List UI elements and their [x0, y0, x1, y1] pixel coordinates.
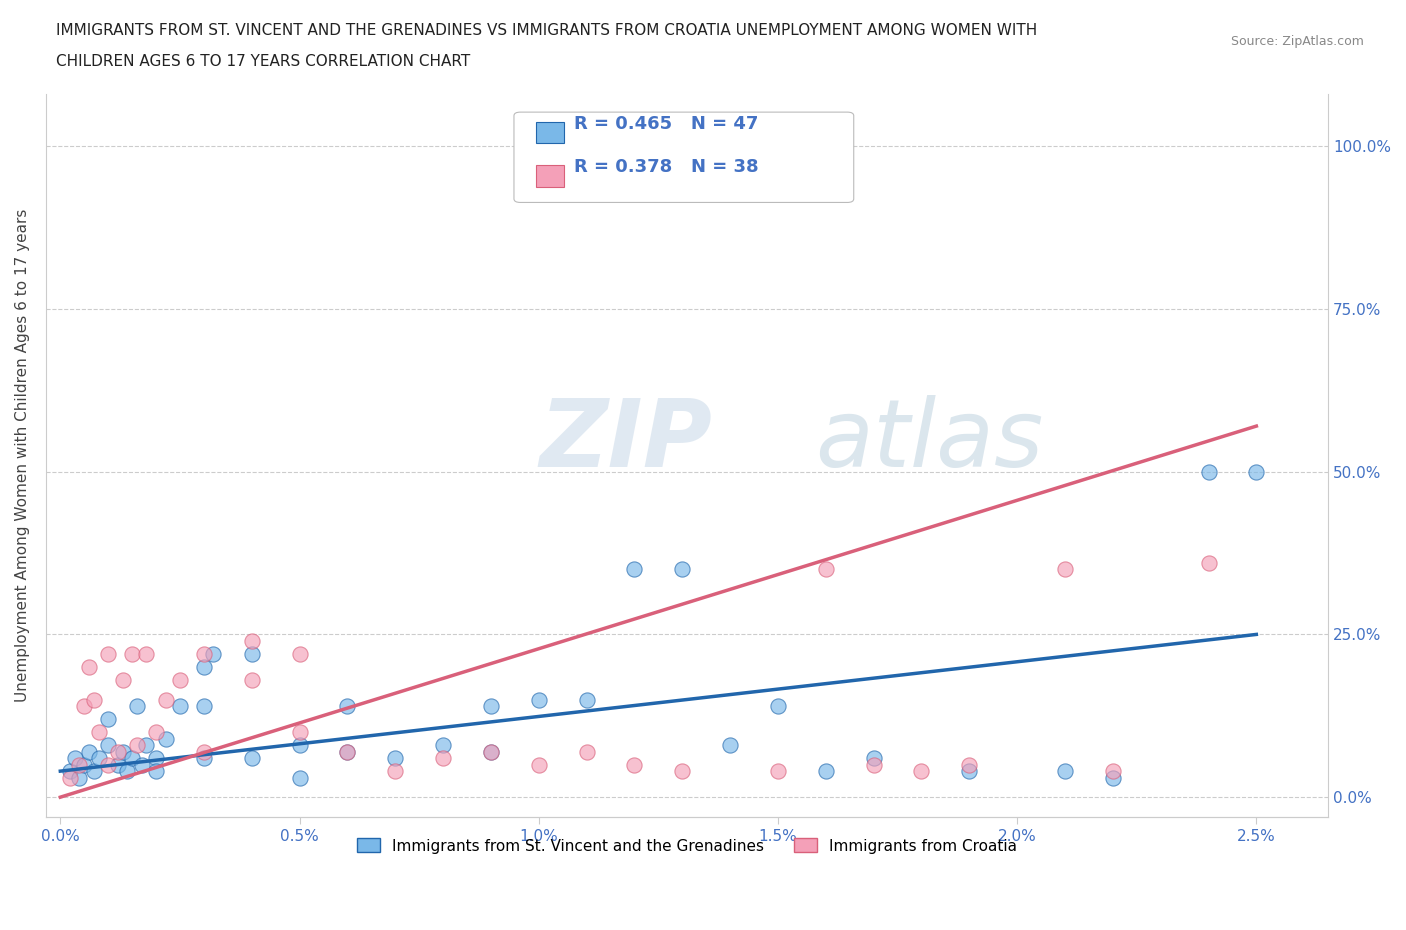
Point — [117, 764, 139, 778]
Point — [77, 744, 100, 759]
Point — [145, 751, 167, 765]
Point — [111, 672, 134, 687]
Point — [59, 764, 82, 778]
Point — [83, 692, 105, 707]
Point — [193, 744, 215, 759]
Point — [121, 751, 143, 765]
Point — [1053, 562, 1076, 577]
Point — [63, 751, 86, 765]
Point — [766, 764, 789, 778]
Point — [193, 646, 215, 661]
Point — [479, 744, 502, 759]
FancyBboxPatch shape — [536, 122, 564, 143]
Point — [73, 698, 96, 713]
Point — [527, 757, 550, 772]
Point — [1102, 764, 1125, 778]
Point — [169, 698, 191, 713]
Point — [193, 751, 215, 765]
Point — [202, 646, 225, 661]
Point — [155, 731, 177, 746]
Point — [575, 744, 598, 759]
Text: R = 0.378   N = 38: R = 0.378 N = 38 — [574, 158, 759, 176]
Point — [384, 764, 406, 778]
Point — [59, 770, 82, 785]
Point — [384, 751, 406, 765]
Text: ZIP: ZIP — [540, 395, 713, 487]
Point — [145, 764, 167, 778]
Point — [527, 692, 550, 707]
Point — [575, 692, 598, 707]
Y-axis label: Unemployment Among Women with Children Ages 6 to 17 years: Unemployment Among Women with Children A… — [15, 208, 30, 702]
Point — [1102, 770, 1125, 785]
Point — [671, 562, 693, 577]
Point — [121, 646, 143, 661]
Point — [240, 751, 263, 765]
Point — [1198, 555, 1220, 570]
Point — [862, 751, 884, 765]
Point — [83, 764, 105, 778]
Point — [107, 757, 129, 772]
Point — [97, 646, 120, 661]
Point — [479, 698, 502, 713]
Point — [135, 646, 157, 661]
Point — [288, 737, 311, 752]
Point — [69, 757, 91, 772]
Point — [1246, 464, 1268, 479]
Point — [111, 744, 134, 759]
FancyBboxPatch shape — [515, 113, 853, 203]
Point — [125, 698, 148, 713]
Point — [288, 770, 311, 785]
Text: atlas: atlas — [815, 395, 1043, 486]
Point — [766, 698, 789, 713]
Point — [87, 724, 110, 739]
Point — [288, 646, 311, 661]
Point — [240, 633, 263, 648]
Point — [862, 757, 884, 772]
Text: Source: ZipAtlas.com: Source: ZipAtlas.com — [1230, 35, 1364, 48]
Point — [957, 757, 980, 772]
Point — [97, 711, 120, 726]
Point — [125, 737, 148, 752]
Point — [87, 751, 110, 765]
Point — [240, 672, 263, 687]
Point — [169, 672, 191, 687]
Point — [623, 757, 645, 772]
Point — [432, 751, 454, 765]
Point — [432, 737, 454, 752]
Point — [336, 744, 359, 759]
Point — [77, 659, 100, 674]
Point — [155, 692, 177, 707]
Point — [957, 764, 980, 778]
Point — [107, 744, 129, 759]
Point — [910, 764, 932, 778]
Point — [135, 737, 157, 752]
Point — [69, 770, 91, 785]
Point — [1053, 764, 1076, 778]
Point — [814, 764, 837, 778]
Point — [718, 737, 741, 752]
Point — [671, 764, 693, 778]
Text: IMMIGRANTS FROM ST. VINCENT AND THE GRENADINES VS IMMIGRANTS FROM CROATIA UNEMPL: IMMIGRANTS FROM ST. VINCENT AND THE GREN… — [56, 23, 1038, 38]
Legend: Immigrants from St. Vincent and the Grenadines, Immigrants from Croatia: Immigrants from St. Vincent and the Gren… — [350, 832, 1024, 859]
Point — [73, 757, 96, 772]
Point — [240, 646, 263, 661]
Text: CHILDREN AGES 6 TO 17 YEARS CORRELATION CHART: CHILDREN AGES 6 TO 17 YEARS CORRELATION … — [56, 54, 471, 69]
Point — [336, 744, 359, 759]
Point — [814, 562, 837, 577]
Point — [131, 757, 153, 772]
Point — [193, 659, 215, 674]
Point — [1198, 464, 1220, 479]
Point — [193, 698, 215, 713]
Point — [288, 724, 311, 739]
Point — [336, 698, 359, 713]
Point — [145, 724, 167, 739]
Text: R = 0.465   N = 47: R = 0.465 N = 47 — [574, 114, 759, 133]
Point — [97, 737, 120, 752]
FancyBboxPatch shape — [536, 165, 564, 187]
Point — [479, 744, 502, 759]
Point — [623, 562, 645, 577]
Point — [97, 757, 120, 772]
